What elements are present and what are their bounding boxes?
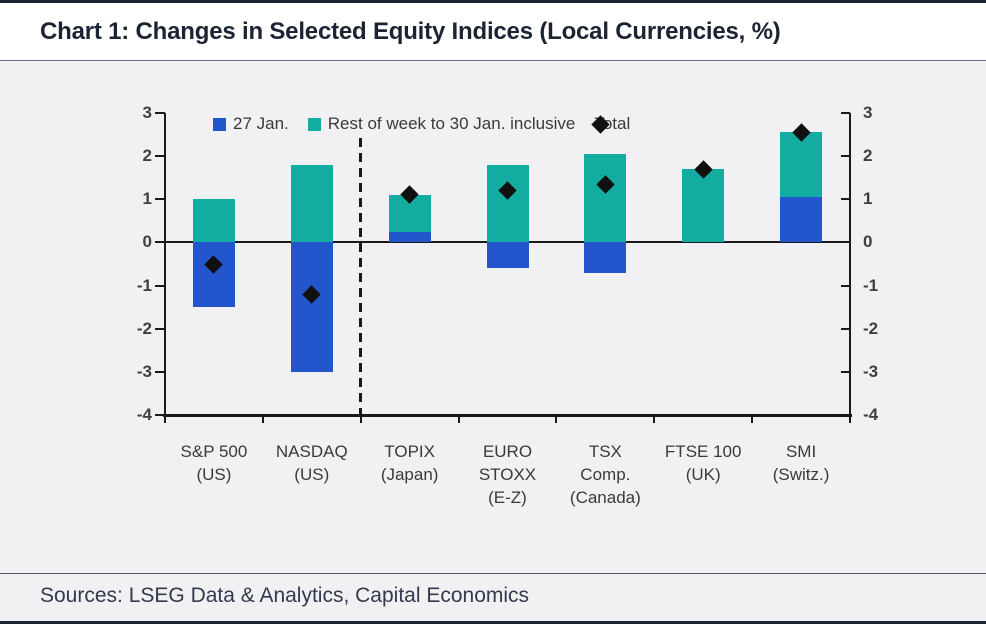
- x-category-label: NASDAQ (US): [252, 440, 372, 486]
- x-category-label-line: SMI: [785, 442, 817, 461]
- sources-text: Sources: LSEG Data & Analytics, Capital …: [40, 584, 530, 607]
- legend-label: Rest of week to 30 Jan. inclusive: [327, 114, 576, 133]
- chart-title: Chart 1: Changes in Selected Equity Indi…: [40, 18, 781, 45]
- bar-segment-jan27: [780, 197, 823, 243]
- y-tick-left: [155, 198, 165, 201]
- footer-divider: [0, 573, 986, 574]
- y-tick-left: [155, 241, 165, 244]
- y-tick-right: [841, 241, 850, 244]
- y-tick-label-left: 1: [142, 189, 152, 209]
- x-category-label-line: (E-Z): [488, 488, 527, 507]
- x-category-label: TSX Comp. (Canada): [545, 440, 665, 509]
- legend-item: Rest of week to 30 Jan. inclusive: [307, 114, 576, 134]
- x-tick: [457, 415, 460, 423]
- y-tick-left: [155, 284, 165, 287]
- y-tick-label-right: -2: [863, 318, 879, 338]
- y-tick-label-right: 1: [863, 189, 873, 209]
- x-category-label-line: (Switz.): [772, 465, 830, 484]
- bar-segment-jan27: [388, 231, 431, 243]
- x-axis-baseline: [163, 414, 852, 417]
- y-tick-label-left: 0: [142, 232, 152, 252]
- y-tick-left: [155, 327, 165, 330]
- bar-segment-rest-of-week: [192, 199, 235, 243]
- x-category-label-line: STOXX: [478, 465, 537, 484]
- y-tick-label-right: -1: [863, 275, 879, 295]
- x-category-label-line: (Canada): [569, 488, 641, 507]
- x-category-label-line: TSX: [588, 442, 622, 461]
- legend-item: Total: [591, 114, 630, 134]
- bottom-border: [0, 621, 986, 624]
- x-tick: [849, 415, 851, 423]
- y-tick-label-left: 2: [142, 146, 152, 166]
- x-category-label: FTSE 100 (UK): [643, 440, 763, 486]
- x-category-label-line: (US): [196, 465, 232, 484]
- top-border: [0, 0, 986, 3]
- y-tick-right: [841, 284, 850, 287]
- title-divider: [0, 60, 986, 61]
- bar-segment-jan27: [486, 242, 529, 269]
- y-tick-label-left: -1: [136, 275, 152, 295]
- x-tick: [261, 415, 264, 423]
- y-axis-right: [849, 113, 851, 417]
- y-tick-label-right: 3: [863, 103, 873, 122]
- legend: 27 Jan. Rest of week to 30 Jan. inclusive…: [213, 112, 630, 136]
- y-tick-right: [841, 327, 850, 330]
- y-tick-left: [155, 370, 165, 373]
- x-tick: [751, 415, 754, 423]
- x-tick: [164, 415, 166, 423]
- y-tick-label-left: -2: [136, 318, 152, 338]
- y-tick-left: [155, 155, 165, 158]
- y-tick-right: [841, 112, 850, 114]
- square-marker-icon: [213, 117, 226, 131]
- footer: Sources: LSEG Data & Analytics, Capital …: [0, 574, 986, 621]
- y-tick-left: [155, 414, 165, 416]
- y-axis-left: [164, 113, 166, 417]
- x-category-label-line: (Japan): [380, 465, 439, 484]
- bar-segment-rest-of-week: [486, 164, 529, 243]
- x-category-label-line: (US): [294, 465, 330, 484]
- bar-segment-rest-of-week: [290, 164, 333, 243]
- x-tick: [555, 415, 558, 423]
- bar-segment-rest-of-week: [682, 169, 725, 243]
- bar-segment-jan27: [192, 242, 235, 308]
- y-tick-label-left: 3: [142, 103, 152, 122]
- y-tick-label-left: -4: [136, 405, 152, 424]
- bar-segment-rest-of-week: [584, 153, 627, 243]
- y-tick-left: [155, 112, 165, 114]
- bar-segment-jan27: [584, 242, 627, 273]
- x-category-label: SMI (Switz.): [741, 440, 861, 486]
- y-tick-label-right: -3: [863, 361, 879, 381]
- y-tick-right: [841, 370, 850, 373]
- square-marker-icon: [307, 117, 321, 131]
- y-tick-label-right: -4: [863, 405, 879, 424]
- y-tick-label-left: -3: [136, 361, 152, 381]
- x-category-label-line: (UK): [685, 465, 721, 484]
- x-category-label-line: EURO: [482, 442, 533, 461]
- x-category-label-line: TOPIX: [384, 442, 435, 461]
- x-category-label: EURO STOXX (E-Z): [448, 440, 568, 509]
- y-tick-right: [841, 414, 850, 416]
- y-tick-label-right: 0: [863, 232, 873, 252]
- x-category-label-line: S&P 500: [180, 442, 248, 461]
- x-category-label: S&P 500 (US): [154, 440, 274, 486]
- header: Chart 1: Changes in Selected Equity Indi…: [0, 3, 986, 60]
- x-category-label-line: Comp.: [580, 465, 631, 484]
- y-tick-label-right: 2: [863, 146, 873, 166]
- legend-item: 27 Jan.: [213, 114, 289, 134]
- us-separator-dashed-line: [359, 138, 363, 420]
- x-tick: [653, 415, 656, 423]
- x-category-label-line: NASDAQ: [275, 442, 348, 461]
- y-tick-right: [841, 198, 850, 201]
- bar-segment-jan27: [290, 242, 333, 372]
- x-category-label-line: FTSE 100: [664, 442, 742, 461]
- y-tick-right: [841, 155, 850, 158]
- x-category-label: TOPIX (Japan): [350, 440, 470, 486]
- bar-segment-rest-of-week: [780, 132, 823, 198]
- legend-label: 27 Jan.: [233, 114, 289, 133]
